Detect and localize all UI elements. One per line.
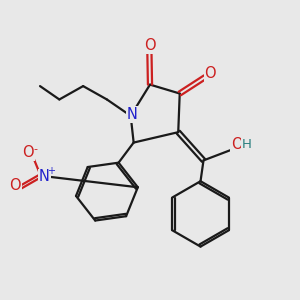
Text: O: O <box>231 137 243 152</box>
Text: N: N <box>127 107 138 122</box>
Text: O: O <box>10 178 21 193</box>
Text: -: - <box>34 144 38 154</box>
Text: O: O <box>144 38 156 53</box>
Text: H: H <box>242 138 251 151</box>
Text: O: O <box>22 146 34 160</box>
Text: O: O <box>205 66 216 81</box>
Text: N: N <box>39 169 50 184</box>
Text: +: + <box>47 167 55 176</box>
